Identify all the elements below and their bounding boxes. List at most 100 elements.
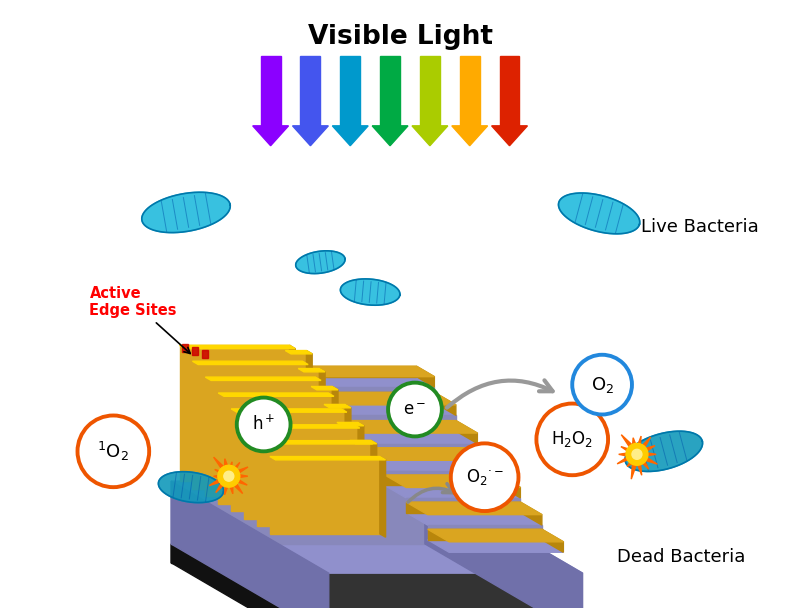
Polygon shape bbox=[371, 440, 376, 522]
Polygon shape bbox=[411, 126, 447, 146]
Polygon shape bbox=[212, 391, 326, 504]
Polygon shape bbox=[427, 529, 563, 542]
Text: h$^+$: h$^+$ bbox=[251, 415, 275, 434]
Polygon shape bbox=[320, 387, 434, 403]
Polygon shape bbox=[424, 481, 581, 609]
Circle shape bbox=[224, 471, 234, 481]
Polygon shape bbox=[212, 391, 330, 398]
Polygon shape bbox=[238, 423, 356, 429]
Polygon shape bbox=[427, 525, 541, 540]
Polygon shape bbox=[238, 423, 352, 519]
Polygon shape bbox=[256, 441, 372, 444]
Polygon shape bbox=[427, 529, 541, 540]
Polygon shape bbox=[498, 475, 520, 498]
Polygon shape bbox=[251, 438, 365, 526]
Polygon shape bbox=[231, 409, 341, 512]
Polygon shape bbox=[269, 457, 385, 460]
Polygon shape bbox=[354, 424, 359, 522]
Text: Dead Bacteria: Dead Bacteria bbox=[616, 548, 744, 566]
Polygon shape bbox=[295, 251, 345, 273]
Polygon shape bbox=[256, 441, 367, 526]
Polygon shape bbox=[320, 392, 434, 403]
Polygon shape bbox=[171, 481, 581, 573]
Polygon shape bbox=[341, 431, 477, 443]
Polygon shape bbox=[350, 440, 376, 444]
Polygon shape bbox=[311, 387, 337, 390]
Polygon shape bbox=[384, 475, 498, 485]
Circle shape bbox=[450, 443, 518, 511]
Polygon shape bbox=[340, 56, 360, 126]
Polygon shape bbox=[380, 457, 385, 537]
Polygon shape bbox=[285, 351, 311, 354]
Polygon shape bbox=[406, 513, 541, 525]
Polygon shape bbox=[363, 458, 498, 471]
Bar bbox=[192, 347, 198, 355]
Polygon shape bbox=[171, 481, 328, 609]
Polygon shape bbox=[363, 448, 498, 460]
Polygon shape bbox=[315, 377, 320, 499]
Polygon shape bbox=[205, 377, 320, 381]
Circle shape bbox=[572, 355, 631, 415]
Polygon shape bbox=[406, 498, 520, 513]
Bar bbox=[202, 350, 208, 358]
Polygon shape bbox=[384, 485, 520, 498]
Polygon shape bbox=[320, 403, 455, 415]
Polygon shape bbox=[179, 345, 295, 349]
Polygon shape bbox=[306, 351, 311, 485]
Polygon shape bbox=[302, 377, 416, 481]
Polygon shape bbox=[142, 192, 230, 233]
Polygon shape bbox=[416, 366, 434, 387]
Polygon shape bbox=[285, 351, 306, 481]
Polygon shape bbox=[332, 387, 337, 499]
Polygon shape bbox=[264, 454, 382, 461]
Polygon shape bbox=[384, 471, 498, 485]
Polygon shape bbox=[459, 56, 479, 126]
Text: H$_2$O$_2$: H$_2$O$_2$ bbox=[551, 429, 593, 449]
Polygon shape bbox=[158, 472, 223, 502]
Polygon shape bbox=[371, 126, 407, 146]
Polygon shape bbox=[341, 421, 455, 431]
Text: e$^-$: e$^-$ bbox=[403, 401, 426, 418]
Polygon shape bbox=[358, 423, 363, 515]
Polygon shape bbox=[192, 361, 302, 488]
Polygon shape bbox=[171, 544, 424, 563]
Polygon shape bbox=[269, 457, 380, 534]
Polygon shape bbox=[541, 529, 563, 552]
Text: $^1$O$_2$: $^1$O$_2$ bbox=[97, 440, 129, 463]
Polygon shape bbox=[341, 415, 455, 431]
Polygon shape bbox=[218, 393, 328, 504]
Polygon shape bbox=[341, 409, 346, 515]
Polygon shape bbox=[300, 56, 320, 126]
Polygon shape bbox=[341, 421, 477, 433]
Polygon shape bbox=[231, 409, 346, 412]
Polygon shape bbox=[363, 448, 477, 458]
Polygon shape bbox=[179, 345, 290, 481]
Polygon shape bbox=[205, 377, 315, 496]
Polygon shape bbox=[192, 361, 308, 365]
Polygon shape bbox=[477, 448, 498, 471]
Polygon shape bbox=[451, 126, 487, 146]
Polygon shape bbox=[290, 345, 295, 485]
FancyArrowPatch shape bbox=[407, 484, 453, 502]
Polygon shape bbox=[337, 423, 363, 426]
Polygon shape bbox=[363, 443, 477, 458]
Circle shape bbox=[77, 415, 149, 487]
Polygon shape bbox=[491, 126, 527, 146]
Text: Active
Edge Sites: Active Edge Sites bbox=[89, 286, 190, 353]
Polygon shape bbox=[302, 366, 416, 377]
Polygon shape bbox=[324, 404, 350, 408]
Polygon shape bbox=[218, 393, 333, 396]
Polygon shape bbox=[340, 279, 400, 305]
Text: Live Bacteria: Live Bacteria bbox=[640, 219, 757, 236]
Polygon shape bbox=[225, 407, 343, 414]
Polygon shape bbox=[337, 423, 358, 512]
Polygon shape bbox=[320, 392, 455, 405]
Polygon shape bbox=[319, 368, 324, 492]
Polygon shape bbox=[264, 454, 378, 534]
Polygon shape bbox=[427, 540, 563, 552]
Polygon shape bbox=[302, 366, 434, 377]
Polygon shape bbox=[171, 544, 581, 609]
Polygon shape bbox=[384, 475, 520, 487]
Circle shape bbox=[631, 449, 642, 459]
Polygon shape bbox=[244, 424, 359, 428]
